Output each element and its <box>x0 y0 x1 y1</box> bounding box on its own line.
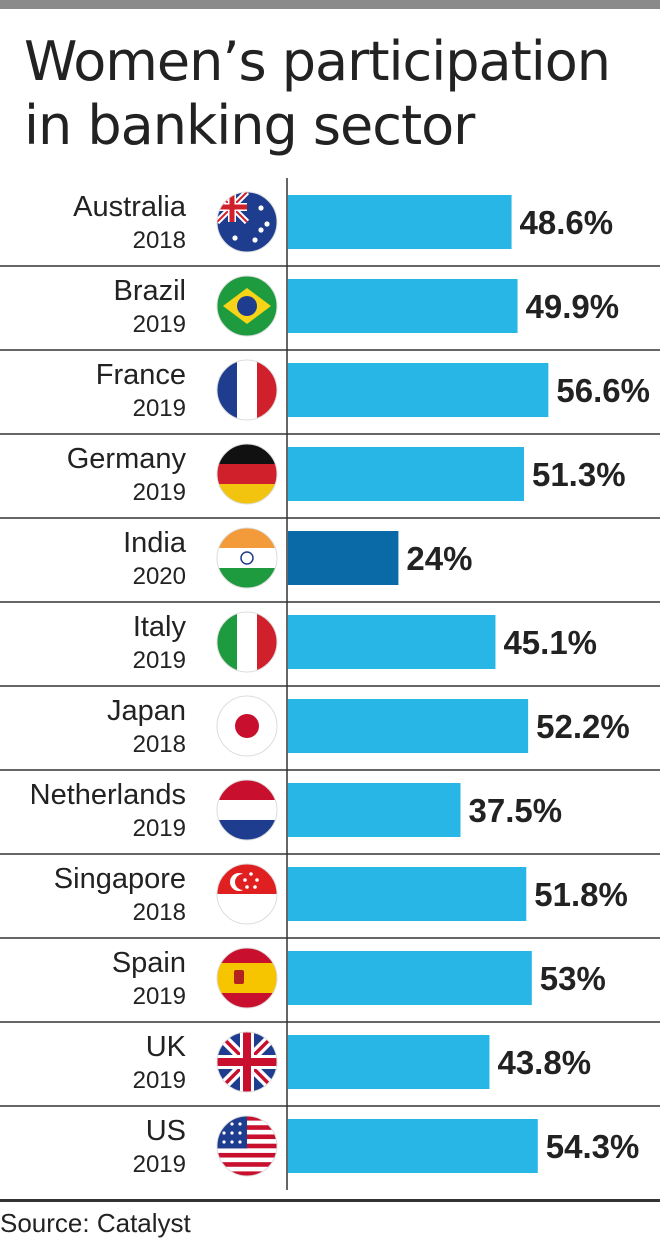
bar <box>288 363 549 417</box>
japan-flag-icon <box>217 696 277 756</box>
value-label: 52.2% <box>536 708 630 745</box>
country-label: France <box>96 359 186 391</box>
chart-title: Women’s participation in banking sector <box>24 30 644 158</box>
bar <box>288 447 524 501</box>
chart-row: Italy 2019 45.1% <box>0 611 660 687</box>
value-label: 56.6% <box>556 372 650 409</box>
source-note: Source: Catalyst <box>0 1208 191 1238</box>
value-label: 43.8% <box>497 1044 591 1081</box>
india-flag-icon <box>217 528 277 588</box>
value-label: 51.8% <box>534 876 628 913</box>
chart-row: Brazil 2019 49.9% <box>0 275 660 351</box>
year-label: 2019 <box>133 311 186 338</box>
chart-row: US 2019 54.3% <box>133 1115 640 1178</box>
bar <box>288 531 399 585</box>
year-label: 2019 <box>133 395 186 422</box>
chart-row: Japan 2018 52.2% <box>0 695 660 771</box>
italy-flag-icon <box>217 612 277 672</box>
country-label: India <box>123 527 187 559</box>
year-label: 2018 <box>133 731 186 758</box>
year-label: 2019 <box>133 1151 186 1178</box>
country-label: Spain <box>112 947 186 979</box>
value-label: 54.3% <box>546 1128 640 1165</box>
country-label: Japan <box>107 695 186 727</box>
year-label: 2019 <box>133 815 186 842</box>
year-label: 2019 <box>133 479 186 506</box>
top-rule <box>0 0 660 9</box>
source-rule <box>0 1199 660 1202</box>
value-label: 45.1% <box>503 624 597 661</box>
germany-flag-icon <box>217 444 277 504</box>
value-label: 24% <box>406 540 472 577</box>
bar <box>288 195 512 249</box>
year-label: 2019 <box>133 983 186 1010</box>
country-label: Italy <box>133 611 187 643</box>
country-label: Netherlands <box>30 779 186 811</box>
brazil-flag-icon <box>217 276 277 336</box>
value-label: 51.3% <box>532 456 626 493</box>
chart-row: Singapore 2018 51.8% <box>0 863 660 939</box>
chart-row: Spain 2019 53% <box>0 947 660 1023</box>
value-label: 49.9% <box>526 288 620 325</box>
chart-row: France 2019 56.6% <box>0 359 660 435</box>
country-label: Brazil <box>113 275 186 307</box>
value-label: 48.6% <box>520 204 614 241</box>
value-label: 53% <box>540 960 606 997</box>
country-label: US <box>146 1115 186 1147</box>
france-flag-icon <box>217 360 277 420</box>
bar <box>288 951 532 1005</box>
bar-chart: Australia 2018 48.6% Brazil 2019 49.9% France 2… <box>0 178 660 1190</box>
bar <box>288 867 527 921</box>
netherlands-flag-icon <box>217 780 277 840</box>
chart-row: Netherlands 2019 37.5% <box>0 779 660 855</box>
bar <box>288 279 518 333</box>
bar <box>288 615 496 669</box>
title-line-2: in banking sector <box>24 94 475 157</box>
title-line-1: Women’s participation <box>24 30 611 93</box>
year-label: 2019 <box>133 1067 186 1094</box>
year-label: 2018 <box>133 899 186 926</box>
bar <box>288 1119 538 1173</box>
chart-row: UK 2019 43.8% <box>0 1031 660 1107</box>
us-flag-icon <box>217 1116 277 1176</box>
year-label: 2018 <box>133 227 186 254</box>
country-label: UK <box>146 1031 187 1063</box>
country-label: Singapore <box>54 863 186 895</box>
country-label: Australia <box>73 191 187 223</box>
bar <box>288 783 461 837</box>
uk-flag-icon <box>217 1032 277 1092</box>
country-label: Germany <box>67 443 187 475</box>
chart-row: India 2020 24% <box>0 527 660 603</box>
bar <box>288 1035 490 1089</box>
chart-row: Germany 2019 51.3% <box>0 443 660 519</box>
value-label: 37.5% <box>469 792 563 829</box>
year-label: 2020 <box>133 563 186 590</box>
year-label: 2019 <box>133 647 186 674</box>
chart-row: Australia 2018 48.6% <box>0 191 660 267</box>
bar <box>288 699 529 753</box>
australia-flag-icon <box>217 192 277 252</box>
